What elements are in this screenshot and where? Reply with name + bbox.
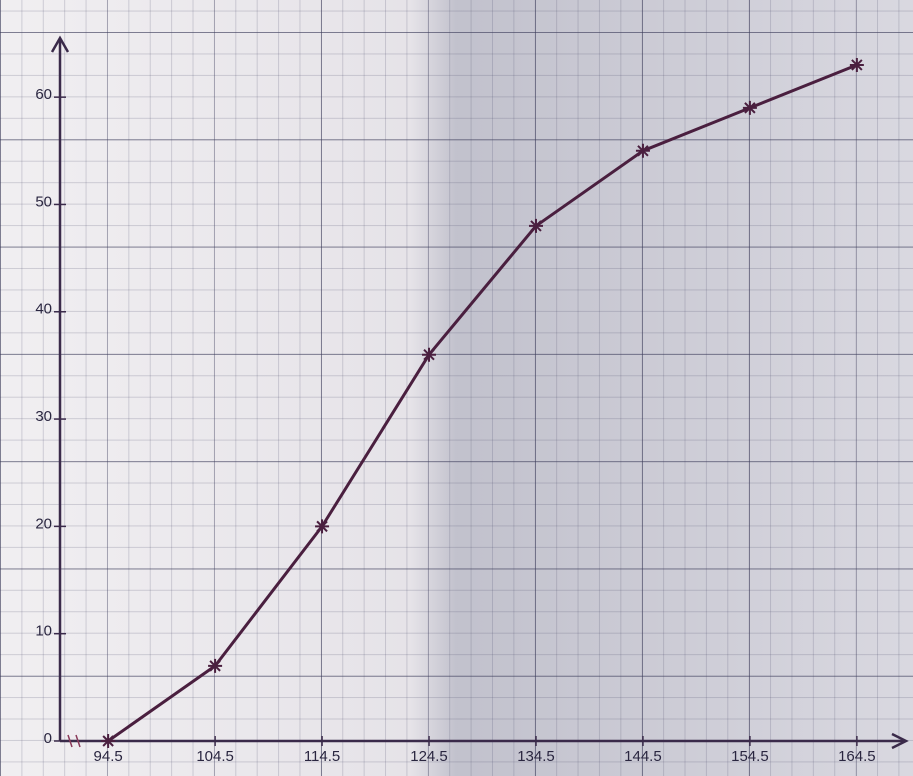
y-tick-label: 20 xyxy=(35,515,52,532)
point-marker xyxy=(101,734,115,748)
x-tick-label: 124.5 xyxy=(410,748,448,765)
point-marker xyxy=(422,348,436,362)
x-tick-label: 94.5 xyxy=(94,748,123,765)
y-tick-label: 40 xyxy=(35,301,52,318)
point-marker xyxy=(636,144,650,158)
y-tick-label: 0 xyxy=(44,730,52,747)
point-marker xyxy=(529,219,543,233)
y-tick-label: 60 xyxy=(35,86,52,103)
point-marker xyxy=(315,519,329,533)
chart: 0 10 20 30 40 50 60 94.5 104.5 114.5 124.5 134.5 144… xyxy=(0,0,913,776)
y-tick-label: 10 xyxy=(35,623,52,640)
point-marker xyxy=(743,101,757,115)
x-tick-label: 114.5 xyxy=(304,748,340,765)
x-tick-label: 164.5 xyxy=(838,748,876,765)
x-tick-label: 144.5 xyxy=(624,748,662,765)
point-marker xyxy=(208,659,222,673)
x-tick-label: 154.5 xyxy=(731,748,769,765)
y-tick-label: 30 xyxy=(35,408,52,425)
ogive-line xyxy=(108,65,857,741)
graph-paper: 0 10 20 30 40 50 60 94.5 104.5 114.5 124.5 134.5 144… xyxy=(0,0,913,776)
point-marker xyxy=(850,58,864,72)
x-tick-label: 134.5 xyxy=(517,748,555,765)
x-tick-label: 104.5 xyxy=(196,748,234,765)
y-tick-label: 50 xyxy=(35,193,52,210)
